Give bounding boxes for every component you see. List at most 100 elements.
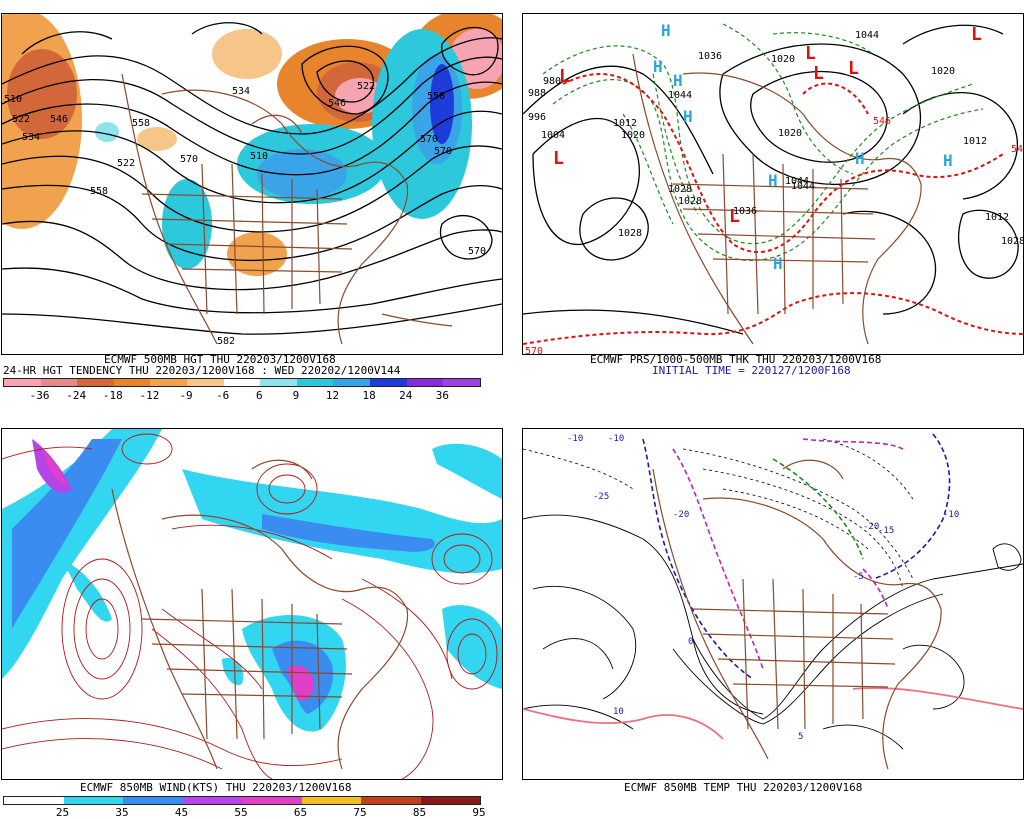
isobar-label: 996: [528, 112, 546, 123]
temperature-contour-label: -25: [593, 492, 609, 502]
height-tendency-tick: -18: [102, 389, 123, 402]
height-tendency-swatch: [370, 379, 407, 386]
low-pressure-marker: L: [848, 58, 859, 79]
high-pressure-marker: H: [673, 71, 683, 90]
thickness-label: 570: [525, 346, 543, 354]
height-contour-label: 570: [420, 134, 438, 145]
isobar-label: 1028: [668, 184, 692, 195]
hgt-title: ECMWF 500MB HGT THU 220203/1200V168: [104, 353, 336, 366]
high-pressure-marker: H: [653, 57, 663, 76]
height-tendency-tick: 24: [399, 389, 413, 402]
streamlines: [2, 433, 498, 779]
freezing-lines: [642, 433, 951, 680]
wind-speed-tick: 75: [353, 806, 367, 819]
panel-850mb-wind: [1, 428, 503, 780]
temp-title: ECMWF 850MB TEMP THU 220203/1200V168: [624, 781, 863, 794]
height-tendency-tick: 12: [325, 389, 340, 402]
height-contour-label: 534: [232, 86, 250, 97]
height-tendency-swatch: [113, 379, 151, 386]
height-contour-label: 510: [4, 94, 22, 105]
wind-speed-swatch: [123, 797, 183, 804]
wind-speed-tick: 65: [293, 806, 308, 819]
temperature-contour-label: 10: [613, 707, 624, 717]
low-pressure-marker: L: [729, 206, 740, 227]
coastlines: [121, 73, 453, 345]
height-tendency-swatch: [150, 379, 188, 386]
temperature-contour-label: 5: [798, 732, 803, 742]
wind-speed-swatch: [242, 797, 302, 804]
isobar-label: 1036: [733, 206, 757, 217]
isobar-label: 1028: [1001, 236, 1023, 247]
wind-speed-tick: 85: [412, 806, 427, 819]
height-tendency-swatch: [77, 379, 114, 386]
wind-title: ECMWF 850MB WIND(KTS) THU 220203/1200V16…: [80, 781, 352, 794]
isobar-label: 1044: [785, 176, 809, 187]
wind-speed-swatch: [420, 797, 480, 804]
wind-speed-ticks: 25 35 45 55 65 75 85 95: [3, 806, 486, 819]
wind-map: [2, 429, 502, 779]
thickness-cold: [542, 23, 984, 261]
high-pressure-marker: H: [661, 21, 671, 40]
isobar-label: 1020: [931, 66, 955, 77]
isobar-label: 1020: [621, 130, 645, 141]
wind-speed-tick: 35: [115, 806, 129, 819]
wind-speed-swatch: [4, 797, 64, 804]
thickness-warm: [523, 73, 1023, 345]
low-pressure-marker: L: [971, 24, 982, 45]
height-tendency-tick: -12: [139, 389, 160, 402]
wind-speed-swatch: [182, 797, 242, 804]
isobar-label: 1028: [678, 196, 702, 207]
warm-contour: [523, 687, 1023, 740]
temperature-contour-label: -10: [608, 434, 624, 444]
height-contour-label: 570: [434, 146, 452, 157]
height-tendency-swatch: [4, 379, 41, 386]
wind-speed-tick: 95: [472, 806, 486, 819]
height-tendency-tick: -24: [66, 389, 87, 402]
height-tendency-swatch: [223, 379, 261, 386]
wind-speed-swatch: [301, 797, 361, 804]
height-tendency-tick: -9: [179, 389, 193, 402]
temperature-contour-label: -20: [863, 522, 879, 532]
high-pressure-marker: H: [773, 254, 783, 273]
temperature-contour-label: -5: [853, 572, 864, 582]
high-pressure-marker: H: [943, 151, 953, 170]
height-tendency-swatch: [443, 379, 480, 386]
wind-speed-tick: 45: [174, 806, 189, 819]
coastlines: [111, 459, 409, 770]
height-tendency-swatch: [333, 379, 371, 386]
thickness-label: 540: [1011, 144, 1023, 155]
height-tendency-tick: -6: [216, 389, 230, 402]
height-tendency-swatch: [406, 379, 444, 386]
wind-speed-tick: 55: [234, 806, 248, 819]
height-tendency-tick: 18: [362, 389, 376, 402]
isobar-label: 1044: [791, 181, 815, 192]
temperature-contour-label: -15: [878, 526, 894, 536]
height-tendency-swatch: [260, 379, 297, 386]
prs-title: ECMWF PRS/1000-500MB THK THU 220203/1200…: [590, 353, 882, 366]
low-pressure-marker: L: [553, 148, 564, 169]
temperature-contour-label: -10: [567, 434, 583, 444]
isobar-label: 1044: [668, 90, 692, 101]
height-contour-label: 558: [132, 118, 150, 129]
height-contour-label: 534: [22, 132, 40, 143]
prs-subtitle: INITIAL TIME = 220127/1200F168: [652, 364, 851, 377]
temperature-contours: [523, 514, 1023, 750]
height-contour-label: 558: [90, 186, 108, 197]
temperature-contour-label: -10: [943, 510, 959, 520]
isobar-label: 1020: [778, 128, 802, 139]
high-pressure-marker: H: [855, 149, 865, 168]
height-tendency-swatch: [187, 379, 224, 386]
temperature-contour-label: -20: [673, 510, 689, 520]
height-contour-label: 570: [180, 154, 198, 165]
wind-speed-colorbar: [3, 796, 481, 805]
coastlines: [632, 53, 922, 345]
wind-speed-swatch: [63, 797, 123, 804]
height-tendency-tick: 6: [255, 389, 263, 402]
low-pressure-marker: L: [559, 66, 570, 87]
isobar-label: 1012: [613, 118, 637, 129]
height-tendency-colorbar: [3, 378, 481, 387]
isobar-label: 1012: [985, 212, 1009, 223]
isobar-label: 988: [528, 88, 546, 99]
